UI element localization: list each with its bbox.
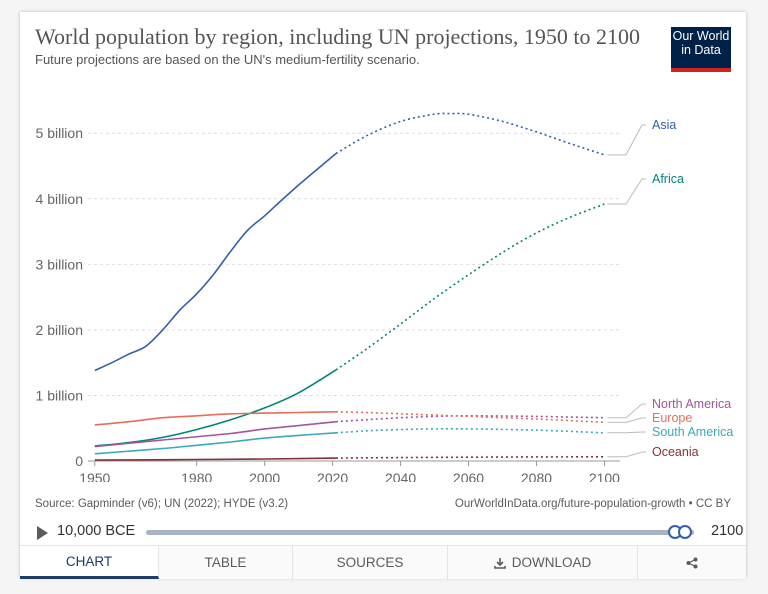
timeline-end-label: 2100 (711, 523, 744, 539)
x-tick-label: 2060 (453, 470, 484, 482)
logo-line-2: in Data (681, 43, 721, 57)
x-tick-label: 2040 (385, 470, 416, 482)
north-america-series-label: North America (652, 397, 731, 411)
timeline-start-label: 10,000 BCE (57, 523, 136, 539)
south-america-line-historical (94, 432, 337, 455)
north-america-line-projection (335, 414, 605, 423)
africa-series-label: Africa (652, 172, 684, 186)
tab-download[interactable]: DOWNLOAD (448, 546, 638, 579)
europe-line-projection (335, 411, 605, 424)
y-tick-label: 5 billion (36, 125, 83, 141)
y-tick-label: 0 (75, 453, 83, 469)
timeline-track[interactable] (146, 525, 694, 539)
y-tick-label: 2 billion (36, 322, 83, 338)
south-america-series-label: South America (652, 425, 733, 439)
chart-card: World population by region, including UN… (20, 12, 746, 579)
source-note[interactable]: Source: Gapminder (v6); UN (2022); HYDE … (35, 498, 289, 510)
x-tick-label: 1980 (181, 470, 212, 482)
y-tick-label: 4 billion (36, 191, 83, 207)
play-icon[interactable] (37, 526, 48, 540)
y-tick-label: 3 billion (36, 256, 83, 272)
x-tick-label: 2000 (249, 470, 280, 482)
tab-chart-label: CHART (65, 553, 113, 569)
europe-line-historical (94, 411, 337, 426)
timeline-fill (146, 530, 694, 535)
timeline-end-handle[interactable] (678, 525, 692, 539)
tab-table-label: TABLE (204, 555, 247, 570)
south-america-label-connector (607, 431, 646, 434)
africa-label-connector (607, 178, 646, 205)
x-tick-label: 2020 (317, 470, 348, 482)
owid-logo[interactable]: Our World in Data (671, 27, 731, 72)
oceania-line-historical (94, 457, 337, 461)
share-icon (686, 557, 698, 568)
timeline: 10,000 BCE 2100 (35, 520, 743, 546)
europe-series-label: Europe (652, 411, 692, 425)
tab-download-label: DOWNLOAD (511, 555, 592, 570)
europe-label-connector (607, 417, 646, 423)
asia-series-label: Asia (652, 118, 676, 132)
oceania-line-projection (335, 456, 605, 459)
chart-title: World population by region, including UN… (35, 24, 640, 49)
tab-sources-label: SOURCES (336, 555, 404, 570)
logo-accent-bar (671, 68, 731, 72)
tab-share[interactable] (638, 546, 746, 579)
asia-line-historical (94, 152, 337, 372)
tab-bar: CHART TABLE SOURCES DOWNLOAD (20, 545, 746, 579)
logo-line-1: Our World (672, 29, 730, 43)
chart-subtitle: Future projections are based on the UN's… (35, 52, 420, 67)
oceania-series-label: Oceania (652, 445, 699, 459)
tab-sources[interactable]: SOURCES (293, 546, 448, 579)
asia-line-projection (335, 112, 605, 156)
line-chart: 0 1 billion 2 billion 3 billion 4 billion 5 b… (36, 112, 733, 482)
x-tick-label: 2100 (589, 470, 620, 482)
tab-table[interactable]: TABLE (159, 546, 293, 579)
south-america-line-projection (335, 427, 605, 434)
tab-chart[interactable]: CHART (20, 546, 159, 579)
download-icon (493, 557, 506, 569)
x-tick-label: 2080 (521, 470, 552, 482)
north-america-label-connector (607, 403, 646, 419)
north-america-line-historical (94, 420, 337, 448)
africa-line-projection (335, 203, 605, 371)
oceania-label-connector (607, 451, 646, 458)
asia-label-connector (607, 124, 646, 156)
source-url[interactable]: OurWorldInData.org/future-population-gro… (454, 498, 731, 510)
x-tick-label: 1950 (79, 470, 110, 482)
y-tick-label: 1 billion (36, 387, 83, 403)
